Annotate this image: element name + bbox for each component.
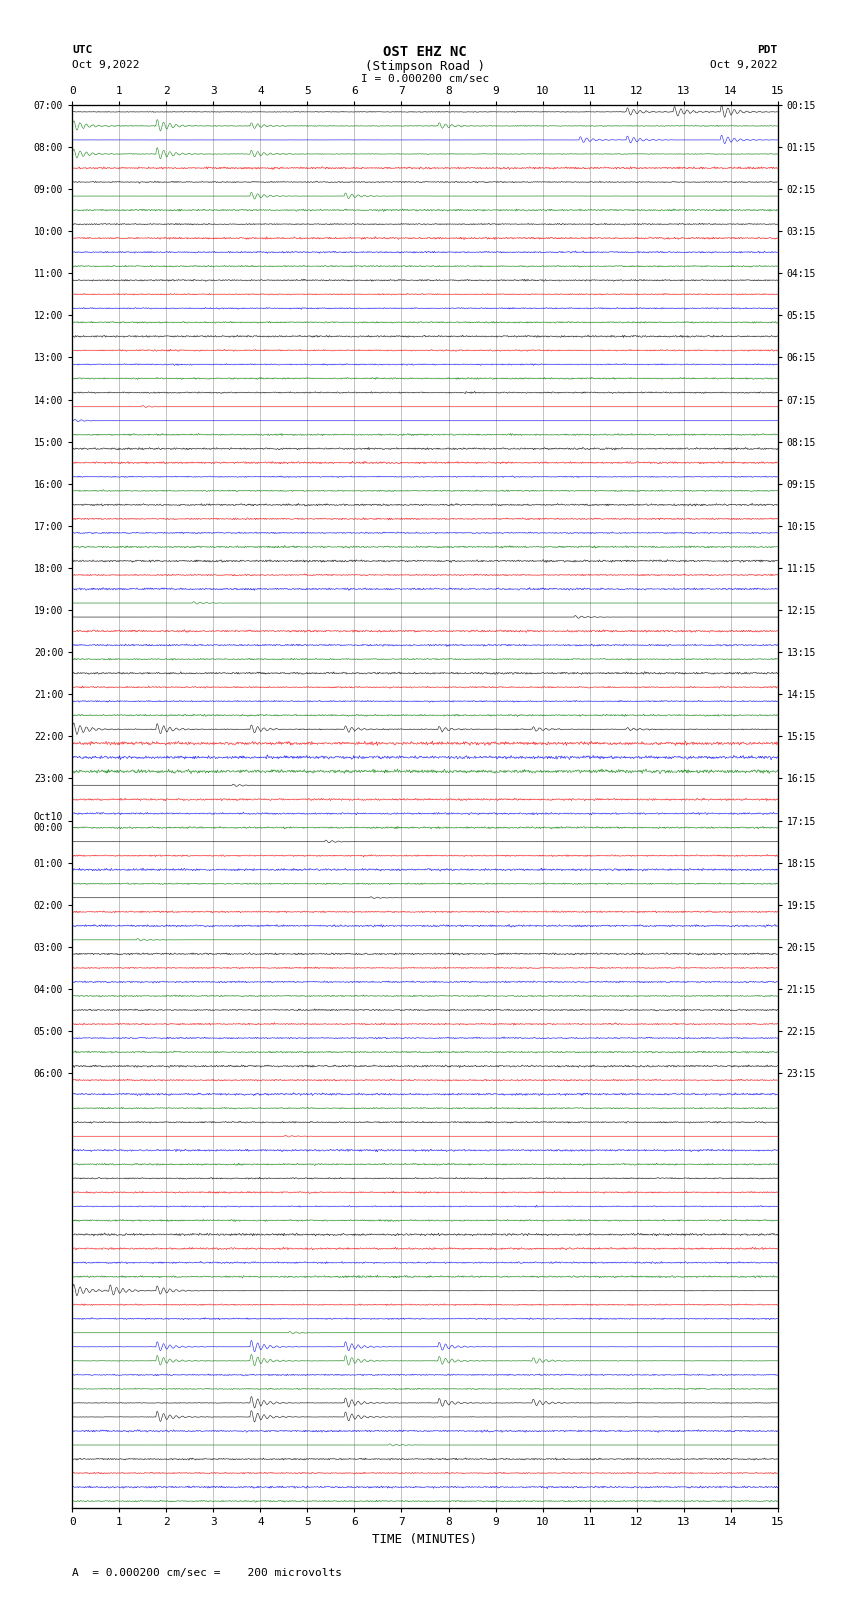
Text: I = 0.000200 cm/sec: I = 0.000200 cm/sec: [361, 74, 489, 84]
Text: Oct 9,2022: Oct 9,2022: [711, 60, 778, 69]
Text: UTC: UTC: [72, 45, 93, 55]
Text: A  = 0.000200 cm/sec =    200 microvolts: A = 0.000200 cm/sec = 200 microvolts: [72, 1568, 343, 1578]
X-axis label: TIME (MINUTES): TIME (MINUTES): [372, 1532, 478, 1545]
Text: (Stimpson Road ): (Stimpson Road ): [365, 60, 485, 73]
Text: Oct 9,2022: Oct 9,2022: [72, 60, 139, 69]
Text: PDT: PDT: [757, 45, 778, 55]
Text: OST EHZ NC: OST EHZ NC: [383, 45, 467, 60]
